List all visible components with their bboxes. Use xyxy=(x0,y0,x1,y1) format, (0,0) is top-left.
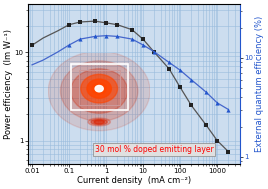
Circle shape xyxy=(81,74,117,103)
Circle shape xyxy=(95,85,103,92)
Text: 30 mol % doped emitting layer: 30 mol % doped emitting layer xyxy=(95,145,213,154)
Circle shape xyxy=(61,61,138,121)
Circle shape xyxy=(48,51,150,131)
Y-axis label: Power efficiency  (lm W⁻¹): Power efficiency (lm W⁻¹) xyxy=(4,29,13,139)
Ellipse shape xyxy=(91,119,107,125)
Circle shape xyxy=(71,69,128,113)
Circle shape xyxy=(92,83,106,94)
Y-axis label: External quantum efficiency (%): External quantum efficiency (%) xyxy=(255,16,264,152)
Ellipse shape xyxy=(88,118,110,126)
Ellipse shape xyxy=(94,120,104,124)
Circle shape xyxy=(87,79,111,98)
X-axis label: Current density  (mA cm⁻²): Current density (mA cm⁻²) xyxy=(77,176,191,185)
